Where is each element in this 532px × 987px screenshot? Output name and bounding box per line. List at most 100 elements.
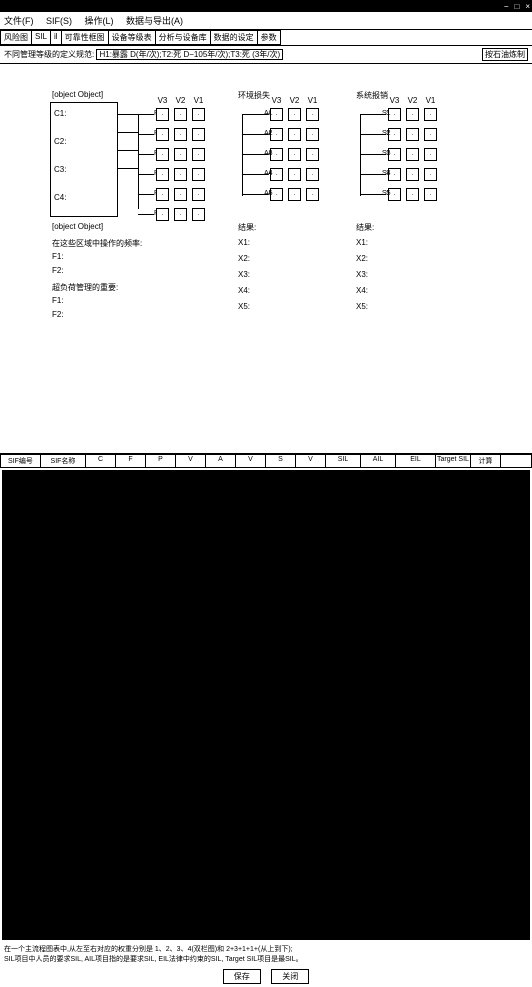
menu-help[interactable]: 数据与导出(A)	[126, 16, 183, 26]
grid-cell[interactable]: .	[306, 188, 319, 201]
desc-label: 不同管理等级的定义规范:	[4, 50, 94, 59]
grid-cell[interactable]: .	[406, 188, 419, 201]
col-hdr: V2	[288, 96, 301, 105]
grid-cell[interactable]: .	[192, 148, 205, 161]
grid-cell[interactable]: .	[288, 188, 301, 201]
grid-cell[interactable]: .	[306, 128, 319, 141]
tab-1[interactable]: SIL	[31, 30, 51, 45]
env-res-item: X5:	[238, 302, 250, 311]
grid-cell[interactable]: .	[406, 108, 419, 121]
connector	[138, 134, 154, 135]
grid-cell[interactable]: .	[288, 168, 301, 181]
fh-6: A	[206, 455, 236, 467]
grid-cell[interactable]: .	[406, 148, 419, 161]
env-result: 结果:	[238, 222, 256, 233]
close-button[interactable]: 关闭	[271, 969, 309, 984]
grid-cell[interactable]: .	[424, 168, 437, 181]
grid-cell[interactable]: .	[424, 148, 437, 161]
col-hdr: V3	[270, 96, 283, 105]
save-button[interactable]: 保存	[223, 969, 261, 984]
connector	[118, 114, 138, 115]
grid-cell[interactable]: .	[288, 128, 301, 141]
grid-cell[interactable]: .	[156, 168, 169, 181]
grid-cell[interactable]: .	[156, 148, 169, 161]
menu-ops[interactable]: 操作(L)	[85, 16, 114, 26]
sys-res-item: X2:	[356, 254, 368, 263]
grid-cell[interactable]: .	[174, 148, 187, 161]
sys-result: 结果:	[356, 222, 374, 233]
subres-5: F2:	[52, 310, 64, 319]
close-icon[interactable]: ×	[525, 2, 530, 11]
dark-grid[interactable]	[2, 470, 530, 940]
fh-0: SIF编号	[1, 455, 41, 467]
max-icon[interactable]: □	[514, 2, 519, 11]
grid-cell[interactable]: .	[406, 128, 419, 141]
fh-1: SIF名称	[41, 455, 86, 467]
grid-cell[interactable]: .	[156, 108, 169, 121]
tab-6[interactable]: 数据的设定	[210, 30, 258, 45]
grid-cell[interactable]: .	[424, 128, 437, 141]
col-hdr: V1	[424, 96, 437, 105]
sys-res-item: X1:	[356, 238, 368, 247]
grid-cell[interactable]: .	[424, 108, 437, 121]
menubar: 文件(F) SIF(S) 操作(L) 数据与导出(A)	[0, 12, 532, 30]
grid-cell[interactable]: .	[406, 168, 419, 181]
desc-button[interactable]: 按石油炼制	[482, 48, 528, 61]
connector	[118, 168, 138, 169]
grid-cell[interactable]: .	[192, 128, 205, 141]
grid-cell[interactable]: .	[156, 188, 169, 201]
tab-4[interactable]: 设备等级表	[108, 30, 156, 45]
subres-1: F1:	[52, 252, 64, 261]
col-hdr: V2	[406, 96, 419, 105]
grid-cell[interactable]: .	[192, 188, 205, 201]
env-res-item: X1:	[238, 238, 250, 247]
connector	[138, 214, 154, 215]
grid-cell[interactable]: .	[192, 168, 205, 181]
tab-0[interactable]: 风险图	[0, 30, 32, 45]
fh-5: V	[176, 455, 206, 467]
desc-content: H1:暴露 D(年/次);T2:死 D−105年/次);T3:死 (3年/次)	[96, 49, 283, 60]
grid-cell[interactable]: .	[192, 108, 205, 121]
connector	[138, 174, 154, 175]
grid-cell[interactable]: .	[192, 208, 205, 221]
fh-10: SIL	[326, 455, 361, 467]
col-hdr: V1	[306, 96, 319, 105]
grid-cell[interactable]: .	[288, 148, 301, 161]
tab-5[interactable]: 分析与设备库	[155, 30, 211, 45]
tab-7[interactable]: 参数	[257, 30, 281, 45]
grid-cell[interactable]: .	[288, 108, 301, 121]
min-icon[interactable]: −	[504, 2, 509, 11]
fh-11: AIL	[361, 455, 396, 467]
subres-4: F1:	[52, 296, 64, 305]
grid-cell[interactable]: .	[174, 168, 187, 181]
grid-cell[interactable]: .	[156, 208, 169, 221]
env-res-item: X2:	[238, 254, 250, 263]
menu-sif[interactable]: SIF(S)	[46, 16, 72, 26]
grid-cell[interactable]: .	[306, 168, 319, 181]
grid-cell[interactable]: .	[306, 108, 319, 121]
fh-14: 计算	[471, 455, 501, 467]
label-result: [object Object]	[52, 222, 103, 231]
fh-9: V	[296, 455, 326, 467]
label-person: [object Object]	[52, 90, 103, 99]
grid-cell[interactable]: .	[174, 208, 187, 221]
grid-cell[interactable]: .	[174, 128, 187, 141]
subres-3: 超负荷管理的重要:	[52, 282, 118, 293]
grid-cell[interactable]: .	[174, 108, 187, 121]
c4: C4:	[54, 193, 66, 202]
menu-file[interactable]: 文件(F)	[4, 16, 34, 26]
button-row: 保存 关闭	[0, 966, 532, 987]
fh-2: C	[86, 455, 116, 467]
c1: C1:	[54, 109, 66, 118]
grid-cell[interactable]: .	[156, 128, 169, 141]
bottom-l2: SIL项目中人员的要求SIL, AIL项目指的是要求SIL, EIL法律中约束的…	[4, 954, 528, 964]
grid-cell[interactable]: .	[174, 188, 187, 201]
grid-cell[interactable]: .	[306, 148, 319, 161]
connector	[138, 194, 154, 195]
footer-header: SIF编号 SIF名称 C F P V A V S V SIL AIL EIL …	[0, 454, 532, 468]
sys-res-item: X4:	[356, 286, 368, 295]
tab-3[interactable]: 可靠性框图	[61, 30, 109, 45]
col-hdr: V1	[192, 96, 205, 105]
c3: C3:	[54, 165, 66, 174]
grid-cell[interactable]: .	[424, 188, 437, 201]
